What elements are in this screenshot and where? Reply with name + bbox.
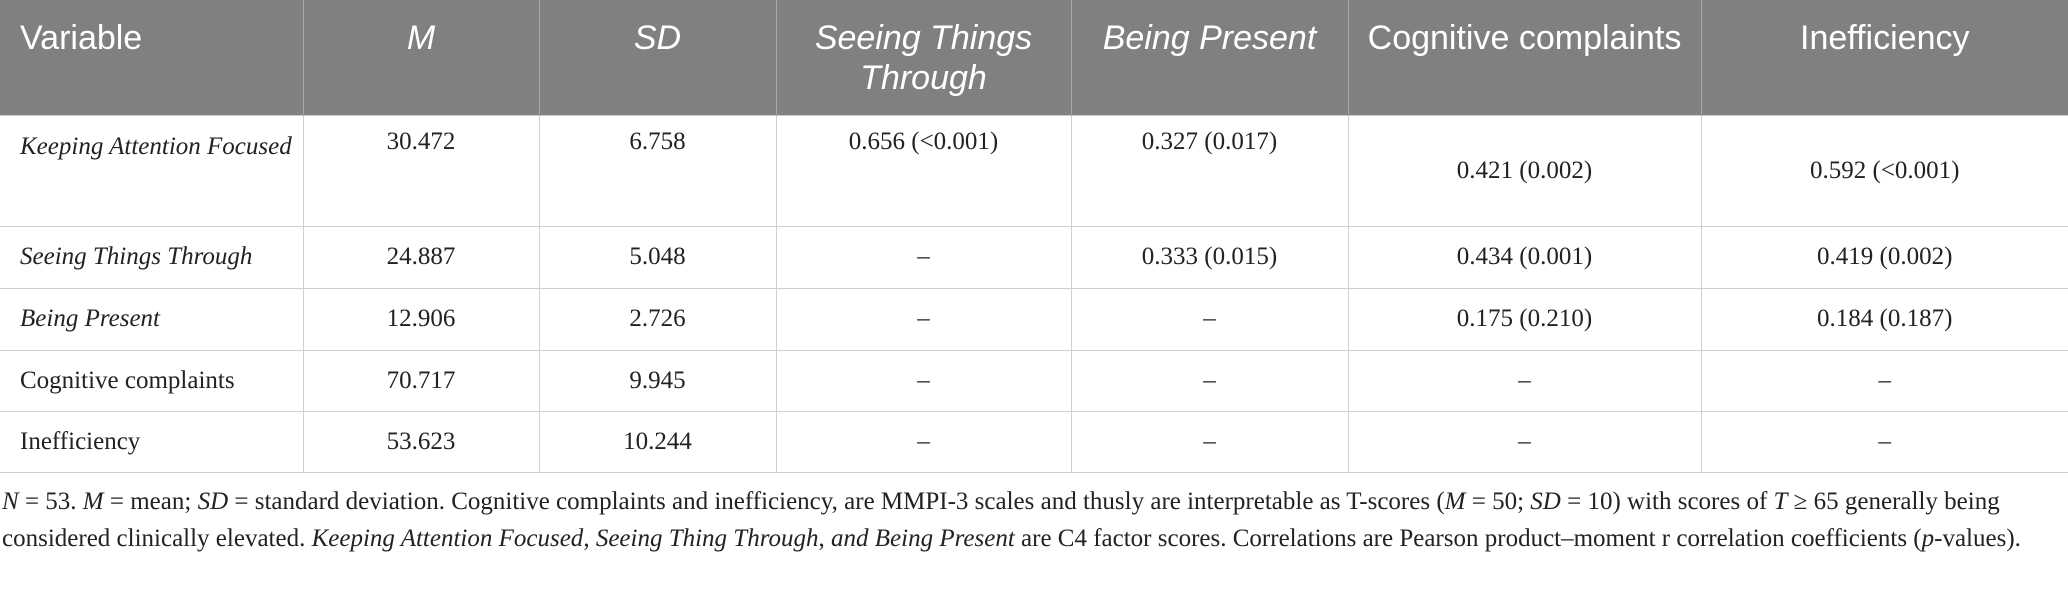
row-label: Being Present: [0, 287, 304, 351]
note-text: -values).: [1934, 524, 2021, 552]
note-italic: and Being Present: [831, 524, 1015, 552]
table-row: Cognitive complaints 70.717 9.945 – – – …: [0, 349, 2068, 412]
table-cell: 30.472: [302, 114, 540, 227]
table-cell: –: [775, 410, 1072, 473]
header-text: Being Present: [1102, 19, 1317, 57]
header-cell: Seeing Things Through: [776, 0, 1072, 115]
table-cell: 5.048: [538, 225, 777, 289]
table-cell: –: [775, 287, 1072, 351]
row-label: Keeping Attention Focused: [0, 114, 304, 227]
table-cell: –: [1347, 349, 1702, 412]
table-cell: –: [1700, 410, 2068, 473]
table-row: Seeing Things Through 24.887 5.048 – 0.3…: [0, 225, 2068, 289]
note-text: = standard deviation. Cognitive complain…: [228, 487, 1445, 515]
note-text: ,: [583, 524, 596, 552]
table-cell: 0.419 (0.002): [1700, 225, 2068, 289]
table-cell: –: [1070, 287, 1349, 351]
table-cell: 12.906: [302, 287, 540, 351]
note-italic: SD: [197, 487, 229, 515]
table-cell: 0.592 (<0.001): [1700, 114, 2068, 227]
table-note: N = 53. M = mean; SD = standard deviatio…: [0, 473, 2068, 557]
table-cell: –: [775, 225, 1072, 289]
table-cell: –: [1070, 349, 1349, 412]
note-italic: T: [1773, 487, 1788, 515]
table-cell: 10.244: [538, 410, 777, 473]
note-italic: M: [82, 487, 104, 515]
table-cell: –: [1700, 349, 2068, 412]
row-label-text: Being Present: [20, 305, 161, 332]
table-cell: 0.333 (0.015): [1070, 225, 1349, 289]
table-header: Variable M SD Seeing Things Through Bein…: [0, 0, 2068, 115]
table-cell: 6.758: [538, 114, 777, 227]
note-text: are C4 factor scores. Correlations are P…: [1014, 524, 1922, 552]
table-cell: 0.421 (0.002): [1347, 114, 1702, 227]
table-cell: 24.887: [302, 225, 540, 289]
note-text: = 50;: [1465, 487, 1531, 515]
row-label-text: Keeping Attention Focused: [20, 132, 292, 160]
header-row: Variable M SD Seeing Things Through Bein…: [0, 0, 2068, 115]
table-cell: 70.717: [302, 349, 540, 412]
table-cell: 0.175 (0.210): [1347, 287, 1702, 351]
table-cell: –: [1070, 410, 1349, 473]
table-cell: 0.184 (0.187): [1700, 287, 2068, 351]
table-cell: 2.726: [538, 287, 777, 351]
table-row: Keeping Attention Focused 30.472 6.758 0…: [0, 114, 2068, 227]
row-label: Cognitive complaints: [0, 349, 304, 412]
note-text: = 53.: [18, 487, 83, 515]
header-cell: Being Present: [1071, 0, 1349, 115]
table-cell: 0.656 (<0.001): [775, 114, 1072, 227]
header-cell: Inefficiency: [1701, 0, 2068, 115]
row-label: Seeing Things Through: [0, 225, 304, 289]
header-text: SD: [633, 19, 682, 57]
row-label: Inefficiency: [0, 410, 304, 473]
note-italic: Keeping Attention Focused: [311, 524, 584, 552]
row-label-text: Seeing Things Through: [20, 243, 253, 270]
table-cell: 0.327 (0.017): [1070, 114, 1349, 227]
data-table: Variable M SD Seeing Things Through Bein…: [0, 0, 2068, 473]
table-row: Inefficiency 53.623 10.244 – – – –: [0, 410, 2068, 473]
note-text: ≥ 65 generally being considered clinical…: [2, 487, 2000, 552]
note-italic: p: [1921, 524, 1935, 552]
header-cell: M: [303, 0, 540, 115]
note-italic: N: [2, 487, 19, 515]
table-row: Being Present 12.906 2.726 – – 0.175 (0.…: [0, 287, 2068, 351]
header-text: M: [406, 19, 436, 57]
note-text: = 10) with scores of: [1560, 487, 1774, 515]
table-cell: –: [775, 349, 1072, 412]
note-text: ,: [818, 524, 832, 552]
header-cell: Variable: [0, 0, 304, 115]
note-text: = mean;: [103, 487, 198, 515]
table-cell: 0.434 (0.001): [1347, 225, 1702, 289]
note-italic: SD: [1530, 487, 1561, 515]
header-cell: SD: [539, 0, 777, 115]
note-italic: M: [1444, 487, 1466, 515]
header-cell: Cognitive complaints: [1348, 0, 1702, 115]
note-italic: Seeing Thing Through: [595, 524, 819, 552]
table-body: Keeping Attention Focused 30.472 6.758 0…: [0, 114, 2068, 473]
table-cell: 9.945: [538, 349, 777, 412]
table-cell: 53.623: [302, 410, 540, 473]
header-text: Seeing Things Through: [814, 19, 1033, 97]
table-cell: –: [1347, 410, 1702, 473]
